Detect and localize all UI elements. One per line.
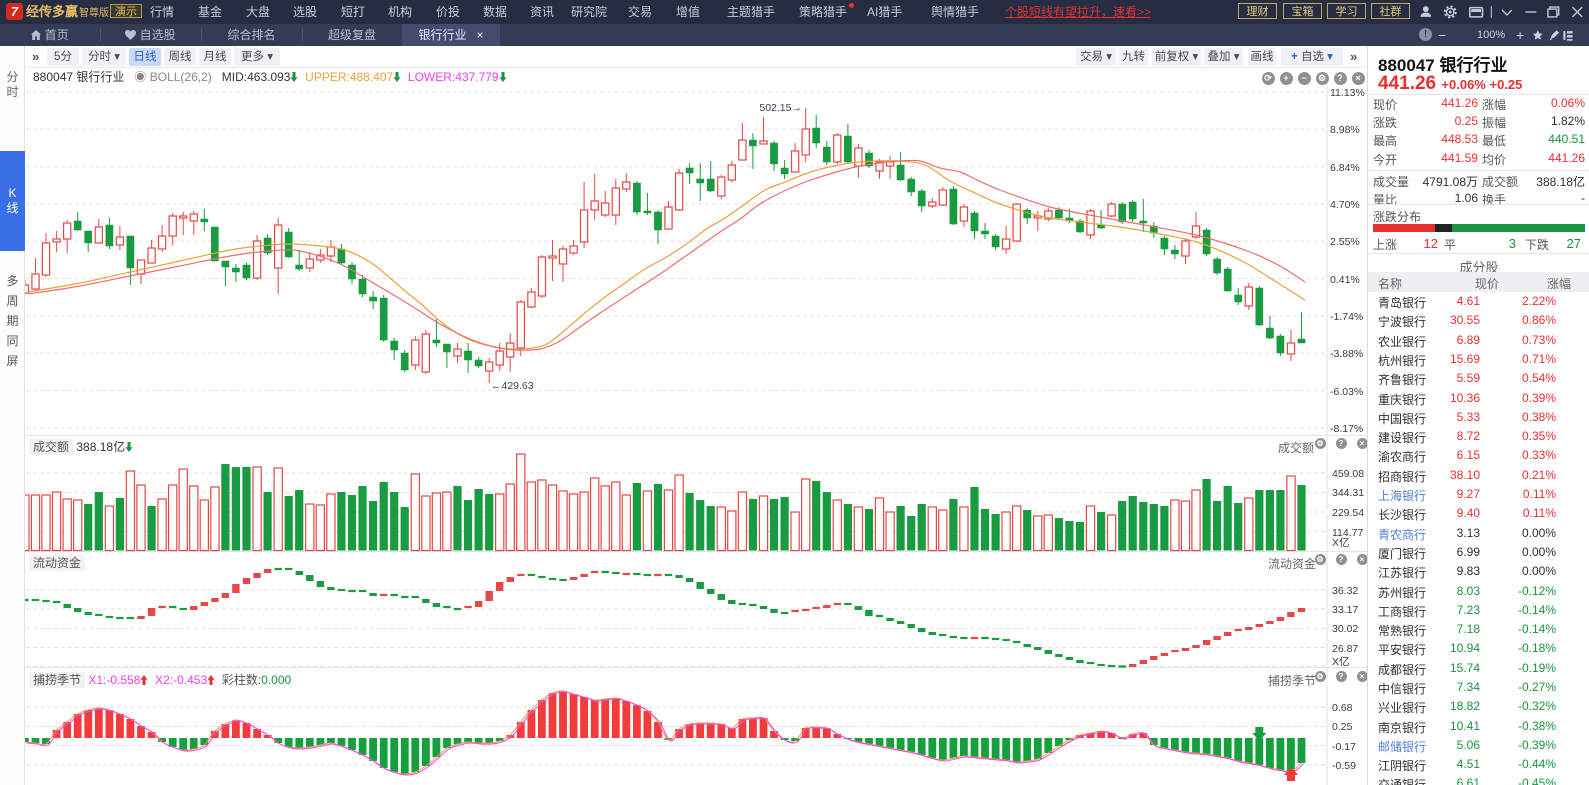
svg-text:502.15→: 502.15→ (759, 102, 802, 114)
svg-text:-1.74%: -1.74% (1330, 311, 1363, 323)
svg-text:6.84%: 6.84% (1330, 162, 1360, 174)
svg-text:-8.17%: -8.17% (1330, 423, 1363, 435)
svg-text:30.02: 30.02 (1332, 623, 1358, 635)
svg-text:229.54: 229.54 (1332, 507, 1364, 519)
svg-text:459.08: 459.08 (1332, 468, 1364, 480)
svg-text:36.32: 36.32 (1332, 585, 1358, 597)
svg-text:4.70%: 4.70% (1330, 199, 1360, 211)
svg-text:X亿: X亿 (1332, 536, 1350, 549)
svg-text:8.98%: 8.98% (1330, 124, 1360, 136)
svg-text:-3.88%: -3.88% (1330, 348, 1363, 360)
svg-text:11.13%: 11.13% (1330, 87, 1365, 99)
svg-text:-0.59: -0.59 (1332, 760, 1356, 772)
svg-text:X亿: X亿 (1332, 655, 1350, 668)
svg-text:0.25: 0.25 (1332, 721, 1353, 733)
svg-text:0.68: 0.68 (1332, 702, 1353, 714)
svg-text:0.41%: 0.41% (1330, 274, 1360, 286)
svg-text:-0.17: -0.17 (1332, 741, 1356, 753)
svg-text:114.77: 114.77 (1332, 527, 1363, 539)
svg-text:344.31: 344.31 (1332, 487, 1364, 499)
svg-text:33.17: 33.17 (1332, 604, 1358, 616)
svg-text:2.55%: 2.55% (1330, 236, 1360, 248)
svg-text:←429.63: ←429.63 (491, 380, 534, 392)
svg-text:26.87: 26.87 (1332, 643, 1358, 655)
svg-text:-6.03%: -6.03% (1330, 386, 1363, 398)
